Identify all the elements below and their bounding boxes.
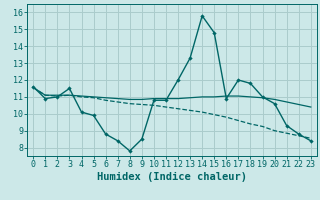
X-axis label: Humidex (Indice chaleur): Humidex (Indice chaleur) [97,172,247,182]
